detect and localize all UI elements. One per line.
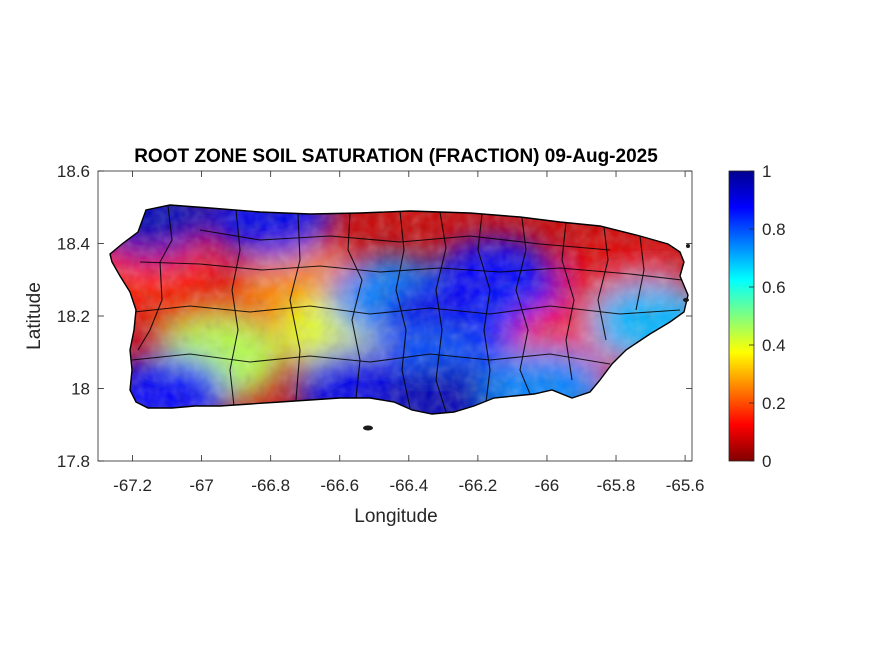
x-tick-label: -67.2 — [113, 476, 152, 495]
y-axis-label: Latitude — [24, 282, 45, 350]
x-tick-label: -66.4 — [389, 476, 428, 495]
islet — [686, 244, 690, 248]
x-tick-label: -65.8 — [597, 476, 636, 495]
y-tick-label: 18.6 — [57, 162, 90, 181]
y-tick-label: 18.2 — [57, 307, 90, 326]
colorbar-tick-label: 0.6 — [762, 278, 786, 297]
colorbar-tick-label: 0.8 — [762, 220, 786, 239]
y-tick-label: 18.4 — [57, 235, 90, 254]
colorbar-tick-label: 0 — [762, 452, 771, 471]
colorbar-tick-label: 0.4 — [762, 336, 786, 355]
colorbar-tick-label: 1 — [762, 162, 771, 181]
colorbar-ticks: 0 0.2 0.4 0.6 0.8 1 — [749, 162, 786, 471]
x-tick-label: -66.2 — [459, 476, 498, 495]
x-tick-label: -66.6 — [320, 476, 359, 495]
x-tick-label: -66.8 — [251, 476, 290, 495]
islet — [363, 425, 373, 431]
colorbar — [728, 170, 755, 462]
x-axis-label: Longitude — [354, 506, 437, 527]
y-axis: 17.8 18 18.2 18.4 18.6 — [57, 162, 692, 471]
colorbar-tick-label: 0.2 — [762, 394, 786, 413]
x-tick-label: -66 — [535, 476, 560, 495]
islet — [683, 298, 689, 302]
x-tick-label: -67 — [189, 476, 214, 495]
x-axis: -67.2 -67 -66.8 -66.6 -66.4 -66.2 -66 -65.8 -65.… — [113, 171, 704, 495]
y-tick-label: 18 — [71, 380, 90, 399]
chart-title: ROOT ZONE SOIL SATURATION (FRACTION) 09-… — [134, 146, 658, 167]
y-tick-label: 17.8 — [57, 452, 90, 471]
heatmap-texture — [110, 205, 688, 414]
municipality-borders — [131, 205, 683, 413]
x-tick-label: -65.6 — [666, 476, 705, 495]
